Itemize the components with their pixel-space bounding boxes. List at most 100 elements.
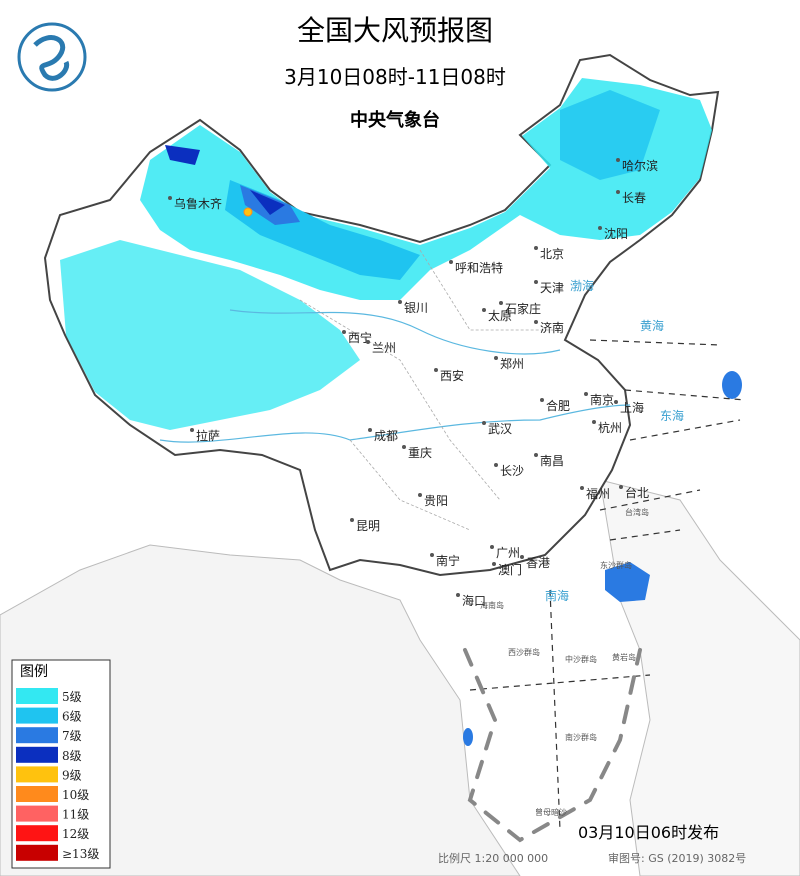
- city-dot: [616, 190, 620, 194]
- legend-swatch: [16, 766, 58, 783]
- legend-swatch: [16, 727, 58, 744]
- city-label: 南宁: [436, 553, 460, 568]
- city-label: 沈阳: [604, 226, 628, 241]
- legend-swatch: [16, 844, 58, 861]
- legend-swatch: [16, 825, 58, 842]
- city-dot: [366, 340, 370, 344]
- legend-label: 8级: [62, 749, 82, 763]
- city-label: 郑州: [500, 356, 524, 371]
- city-dot: [534, 280, 538, 284]
- city-dot: [402, 445, 406, 449]
- city-dot: [534, 453, 538, 457]
- city-label: 昆明: [356, 519, 380, 533]
- legend-label: 9级: [62, 768, 82, 782]
- issued-time: 03月10日06时发布: [578, 823, 719, 842]
- city-dot: [494, 463, 498, 467]
- valid-time: 3月10日08时-11日08时: [284, 65, 506, 89]
- city-label: 台北: [625, 485, 649, 500]
- issuer: 中央气象台: [350, 109, 440, 131]
- legend-swatch: [16, 786, 58, 802]
- city-label: 北京: [540, 247, 564, 261]
- neighbor-land: [599, 479, 800, 876]
- city-dot: [368, 428, 372, 432]
- city-label: 合肥: [546, 398, 570, 413]
- city-label: 拉萨: [196, 428, 220, 443]
- sea-label: 南海: [545, 588, 569, 603]
- legend-label: 6级: [62, 710, 82, 724]
- legend-swatch: [16, 746, 58, 763]
- city-dot: [598, 226, 602, 230]
- city-label: 哈尔滨: [622, 158, 658, 173]
- neighbor-land: [0, 544, 521, 876]
- city-label: 海口: [462, 593, 486, 608]
- island-label: 台湾岛: [625, 507, 649, 517]
- city-dot: [614, 400, 618, 404]
- title: 全国大风预报图: [297, 14, 493, 47]
- legend-label: 10级: [62, 788, 89, 802]
- city-label: 济南: [540, 320, 564, 335]
- city-label: 武汉: [488, 422, 512, 436]
- city-label: 上海: [620, 400, 644, 415]
- sea-label: 东海: [660, 408, 684, 423]
- city-dot: [534, 320, 538, 324]
- sea-label: 黄海: [640, 318, 664, 333]
- city-dot: [449, 260, 453, 264]
- city-dot: [168, 196, 172, 200]
- city-label: 南昌: [540, 453, 564, 468]
- city-dot: [350, 518, 354, 522]
- city-dot: [494, 356, 498, 360]
- legend-label: 5级: [62, 690, 82, 704]
- city-dot: [398, 300, 402, 304]
- rivers: [159, 309, 631, 443]
- province-lines: [299, 249, 560, 531]
- city-dot: [592, 420, 596, 424]
- city-label: 呼和浩特: [455, 260, 503, 275]
- city-dot: [499, 301, 503, 305]
- city-dot: [490, 545, 494, 549]
- city-dot: [580, 486, 584, 490]
- island-label: 中沙群岛: [565, 654, 597, 664]
- city-dot: [492, 562, 496, 566]
- city-label: 香港: [526, 556, 550, 570]
- island-label: 南沙群岛: [565, 732, 597, 742]
- city-dot: [190, 428, 194, 432]
- logo: [17, 22, 87, 92]
- city-label: 成都: [374, 429, 398, 443]
- city-label: 乌鲁木齐: [174, 196, 222, 211]
- island-label: 黄岩岛: [612, 652, 636, 662]
- city-dot: [520, 555, 524, 559]
- legend-label: 11级: [62, 808, 89, 822]
- city-label: 杭州: [598, 420, 622, 435]
- legend-label: ≥13级: [62, 847, 99, 861]
- wind-areas: [60, 78, 742, 746]
- city-label: 天津: [540, 281, 564, 295]
- city-dot: [434, 368, 438, 372]
- city-label: 兰州: [372, 341, 396, 355]
- city-dot: [430, 553, 434, 557]
- city-label: 福州: [586, 486, 610, 501]
- island-label: 西沙群岛: [508, 647, 540, 657]
- scale: 比例尺 1:20 000 000: [438, 851, 548, 865]
- legend-label: 12级: [62, 827, 89, 841]
- nine-dash-line: [463, 648, 642, 843]
- city-dot: [584, 392, 588, 396]
- city-label: 银川: [404, 301, 428, 315]
- logo-mark: [33, 35, 70, 81]
- maritime-lines: [469, 339, 746, 831]
- legend-swatch: [16, 688, 58, 704]
- legend-swatch: [16, 707, 58, 724]
- city-label: 广州: [496, 546, 520, 560]
- city-dot: [456, 593, 460, 597]
- city-label: 太原: [488, 308, 512, 323]
- city-dot: [342, 330, 346, 334]
- city-dot: [482, 421, 486, 425]
- city-dot: [540, 398, 544, 402]
- island-label: 东沙群岛: [600, 560, 632, 570]
- island-label: 海南岛: [480, 600, 504, 610]
- city-label: 澳门: [498, 562, 522, 577]
- legend-swatch: [16, 805, 58, 822]
- sea-label: 渤海: [570, 278, 594, 293]
- city-label: 贵阳: [424, 494, 448, 508]
- legend-title: 图例: [20, 664, 48, 680]
